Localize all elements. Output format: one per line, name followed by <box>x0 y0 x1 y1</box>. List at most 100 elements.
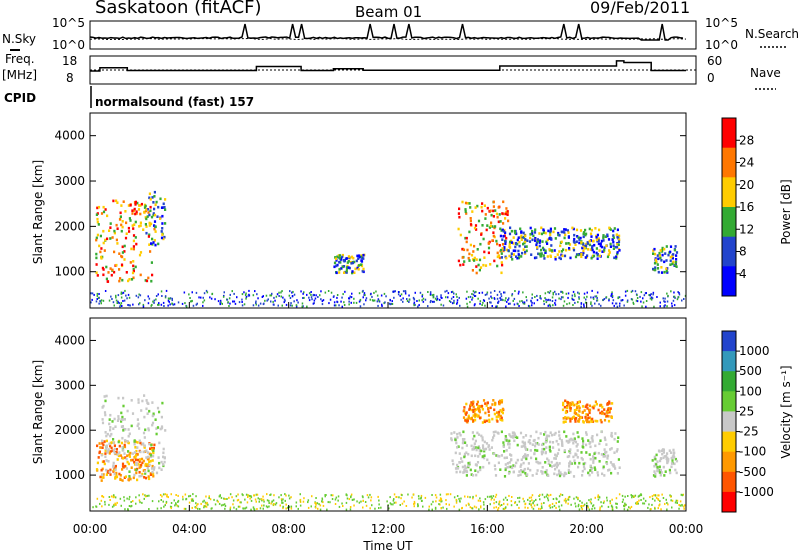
scatter-cell <box>160 236 164 240</box>
scatter-cell <box>334 256 337 259</box>
scatter-cell <box>570 417 573 420</box>
scatter-cell <box>152 212 155 215</box>
scatter-cell <box>96 233 99 237</box>
scatter-cell <box>244 498 246 501</box>
scatter-cell <box>582 235 585 239</box>
scatter-cell <box>109 434 112 438</box>
scatter-cell <box>455 470 458 474</box>
scatter-cell <box>562 291 564 294</box>
scatter-cell <box>527 304 530 307</box>
scatter-cell <box>584 415 587 419</box>
scatter-cell <box>480 434 483 438</box>
scatter-cell <box>617 458 620 461</box>
scatter-cell <box>139 441 142 445</box>
scatter-cell <box>116 227 119 230</box>
scatter-cell <box>537 252 540 256</box>
scatter-cell <box>142 442 145 445</box>
scatter-cell <box>175 494 177 496</box>
scatter-cell <box>177 494 179 497</box>
scatter-cell <box>583 296 585 299</box>
scatter-cell <box>540 505 543 508</box>
scatter-cell <box>498 213 501 216</box>
scatter-cell <box>275 295 278 298</box>
scatter-cell <box>389 502 392 505</box>
scatter-cell <box>584 256 587 259</box>
scatter-cell <box>505 297 507 300</box>
scatter-cell <box>454 467 458 470</box>
scatter-cell <box>595 238 598 242</box>
scatter-cell <box>609 242 612 246</box>
scatter-cell <box>108 299 111 302</box>
scatter-cell <box>540 470 543 473</box>
scatter-cell <box>516 256 519 260</box>
scatter-cell <box>650 293 652 296</box>
scatter-cell <box>605 443 608 446</box>
velocity-scatter <box>92 394 686 511</box>
scatter-cell <box>151 401 154 404</box>
scatter-cell <box>414 303 416 306</box>
scatter-cell <box>571 416 575 419</box>
scatter-cell <box>334 503 337 505</box>
scatter-cell <box>496 420 499 423</box>
scatter-cell <box>482 263 485 267</box>
scatter-cell <box>150 222 153 226</box>
scatter-cell <box>116 242 119 245</box>
scatter-cell <box>518 240 521 244</box>
scatter-cell <box>626 299 629 302</box>
scatter-cell <box>308 299 311 302</box>
velocity-ytick-label: 1000 <box>54 468 85 482</box>
scatter-cell <box>585 431 588 434</box>
scatter-cell <box>96 444 99 448</box>
scatter-cell <box>588 408 591 412</box>
scatter-cell <box>310 505 312 508</box>
scatter-cell <box>652 252 655 255</box>
scatter-cell <box>117 415 120 418</box>
scatter-cell <box>151 303 153 306</box>
scatter-cell <box>653 247 656 251</box>
power-colorbar-tick-label: 12 <box>739 222 754 236</box>
scatter-cell <box>495 493 498 496</box>
scatter-cell <box>543 502 545 504</box>
scatter-cell <box>119 478 122 481</box>
scatter-cell <box>606 411 609 415</box>
scatter-cell <box>663 305 665 308</box>
scatter-cell <box>148 463 151 467</box>
scatter-cell <box>664 252 667 255</box>
scatter-cell <box>464 208 467 211</box>
scatter-cell <box>497 220 500 224</box>
velocity-ylabel: Slant Range [km] <box>31 360 45 464</box>
scatter-cell <box>96 217 99 221</box>
scatter-cell <box>458 461 461 464</box>
scatter-cell <box>509 246 512 249</box>
scatter-cell <box>671 256 674 260</box>
scatter-cell <box>520 458 523 461</box>
scatter-cell <box>208 497 210 499</box>
scatter-cell <box>542 442 545 446</box>
scatter-cell <box>343 304 346 306</box>
scatter-cell <box>660 471 663 474</box>
scatter-cell <box>98 244 101 248</box>
scatter-cell <box>539 295 541 297</box>
scatter-cell <box>121 305 123 307</box>
scatter-cell <box>155 427 158 430</box>
scatter-cell <box>247 494 249 497</box>
scatter-cell <box>564 416 567 419</box>
scatter-cell <box>600 239 603 243</box>
scatter-cell <box>151 237 154 241</box>
scatter-cell <box>257 497 259 500</box>
power-colorbar-tick-label: 28 <box>739 133 754 147</box>
scatter-cell <box>119 215 122 218</box>
scatter-cell <box>284 499 286 502</box>
scatter-cell <box>477 470 480 474</box>
scatter-cell <box>351 261 354 265</box>
scatter-cell <box>218 502 221 505</box>
scatter-cell <box>545 495 548 498</box>
scatter-cell <box>447 292 450 295</box>
scatter-cell <box>581 253 584 256</box>
scatter-cell <box>170 493 172 496</box>
velocity-colorbar-tick-label: -500 <box>739 465 766 479</box>
scatter-cell <box>607 469 610 472</box>
scatter-cell <box>484 447 488 451</box>
scatter-cell <box>456 301 459 304</box>
scatter-cell <box>184 507 187 510</box>
